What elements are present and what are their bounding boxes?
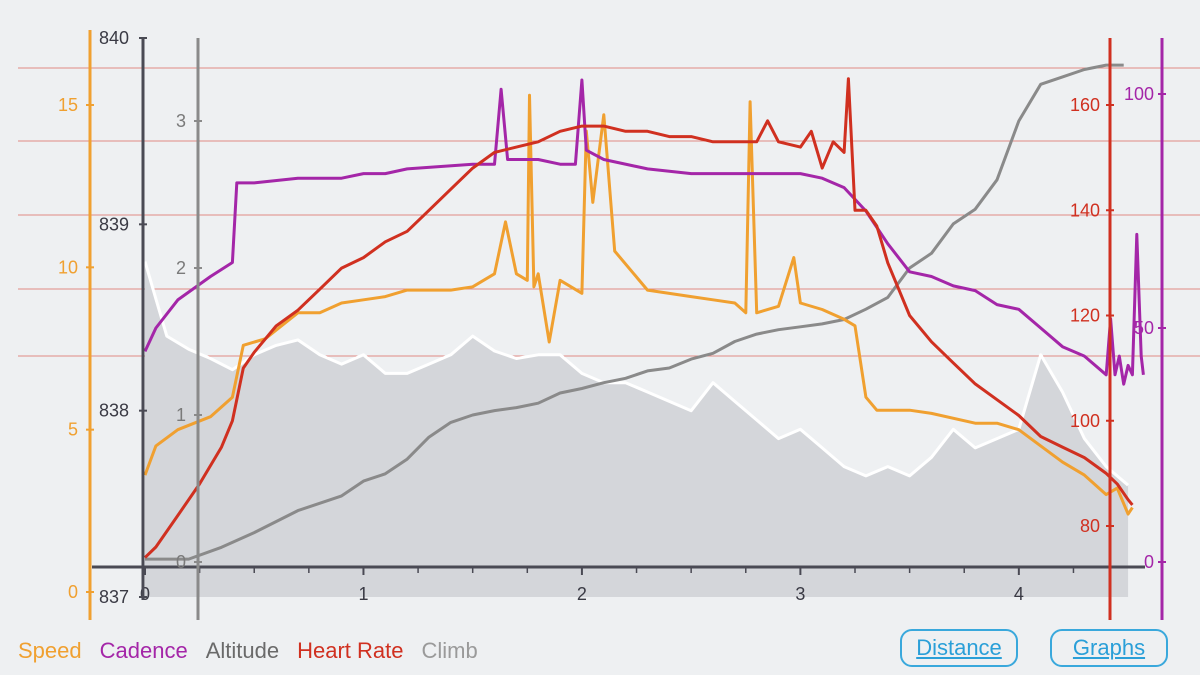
heart_rate-tick-label-2: 120 <box>1070 306 1100 326</box>
climb_elevation-tick-label-1: 838 <box>99 401 129 421</box>
legend-heart-rate: Heart Rate <box>297 638 404 663</box>
gridlines <box>18 67 1200 357</box>
series-heart-rate <box>143 77 1134 559</box>
heart_rate-tick-label-1: 100 <box>1070 411 1100 431</box>
distance-button[interactable]: Distance <box>900 629 1018 667</box>
series-climb <box>143 261 1130 487</box>
heart_rate-tick-label-4: 160 <box>1070 95 1100 115</box>
altitude-tick-label-0: 0 <box>176 552 186 572</box>
legend-cadence: Cadence <box>99 638 188 663</box>
legend-altitude: Altitude <box>205 638 280 663</box>
legend: Speed Cadence Altitude Heart Rate Climb <box>18 638 478 664</box>
altitude-tick-label-1: 1 <box>176 405 186 425</box>
x-tick-label-2: 2 <box>577 584 587 604</box>
heart_rate-tick-label-3: 140 <box>1070 200 1100 220</box>
series-altitude <box>145 63 1124 561</box>
speed-tick-label-1: 5 <box>68 420 78 440</box>
cadence-tick-label-0: 0 <box>1144 552 1154 572</box>
axes-layer: 0 1 2 3 4 0 5 10 15 837 838 839 840 0 1 2 3 80 100 120 140 16… <box>58 28 1166 620</box>
graphs-button[interactable]: Graphs <box>1050 629 1168 667</box>
altitude-tick-label-2: 2 <box>176 258 186 278</box>
climb_elevation-tick-label-2: 839 <box>99 214 129 234</box>
heart_rate-tick-label-0: 80 <box>1080 516 1100 536</box>
climb_elevation-tick-label-0: 837 <box>99 587 129 607</box>
cadence-tick-label-2: 100 <box>1124 84 1154 104</box>
series-cadence <box>143 78 1145 386</box>
cadence-tick-label-1: 50 <box>1134 318 1154 338</box>
series-speed <box>143 93 1134 516</box>
climb_elevation-tick-label-3: 840 <box>99 28 129 48</box>
speed-tick-label-3: 15 <box>58 95 78 115</box>
x-tick-label-4: 4 <box>1014 584 1024 604</box>
speed-tick-label-2: 10 <box>58 257 78 277</box>
x-tick-label-0: 0 <box>140 584 150 604</box>
x-tick-label-3: 3 <box>795 584 805 604</box>
speed-tick-label-0: 0 <box>68 582 78 602</box>
altitude-tick-label-3: 3 <box>176 111 186 131</box>
legend-climb: Climb <box>421 638 478 663</box>
legend-speed: Speed <box>18 638 82 663</box>
climb-area <box>145 261 1129 597</box>
x-tick-label-1: 1 <box>358 584 368 604</box>
